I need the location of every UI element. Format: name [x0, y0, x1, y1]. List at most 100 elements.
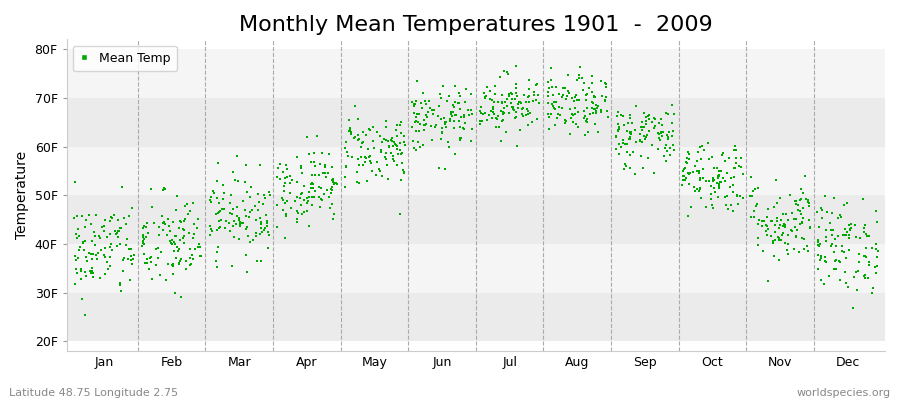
Point [163, 238, 177, 244]
Point [720, 193, 734, 200]
Point [98, 217, 112, 223]
Point [801, 197, 815, 204]
Point [204, 194, 219, 200]
Point [506, 104, 520, 110]
Point [288, 198, 302, 205]
Point [338, 174, 353, 180]
Point [751, 242, 765, 248]
Point [147, 220, 161, 226]
Point [453, 136, 467, 143]
Point [121, 236, 135, 242]
Point [586, 100, 600, 106]
Point [827, 266, 842, 272]
Point [363, 153, 377, 160]
Point [447, 103, 462, 110]
Point [697, 147, 711, 154]
Point [446, 102, 460, 108]
Point [521, 110, 535, 117]
Point [486, 109, 500, 116]
Point [255, 229, 269, 235]
Point [609, 133, 624, 139]
Point [665, 142, 680, 148]
Point [169, 255, 184, 261]
Point [341, 153, 356, 160]
Point [173, 218, 187, 224]
Point [320, 170, 335, 176]
Point [157, 184, 171, 191]
Point [68, 179, 82, 186]
Point [588, 94, 602, 100]
Point [759, 228, 773, 234]
Point [767, 204, 781, 210]
Point [408, 118, 422, 125]
Point [71, 226, 86, 232]
Point [300, 208, 314, 214]
Point [612, 124, 626, 130]
Point [412, 111, 427, 117]
Point [454, 135, 468, 141]
Point [682, 151, 697, 158]
Point [562, 130, 577, 137]
Point [372, 166, 386, 172]
Point [776, 222, 790, 229]
Point [78, 273, 93, 279]
Point [343, 125, 357, 131]
Point [513, 127, 527, 133]
Point [569, 121, 583, 127]
Point [667, 146, 681, 153]
Point [412, 121, 427, 127]
Point [416, 90, 430, 97]
Point [162, 223, 176, 229]
Point [411, 128, 426, 134]
Point [594, 78, 608, 84]
Point [141, 230, 156, 236]
Point [69, 231, 84, 238]
Point [509, 63, 524, 70]
Point [99, 234, 113, 240]
Point [137, 250, 151, 257]
Point [817, 281, 832, 287]
Point [86, 265, 100, 271]
Point [123, 246, 138, 252]
Point [563, 115, 578, 122]
Point [635, 165, 650, 171]
Point [194, 253, 209, 259]
Point [610, 128, 625, 134]
Point [97, 222, 112, 229]
Point [811, 237, 825, 243]
Point [590, 108, 604, 114]
Point [230, 212, 245, 219]
Point [355, 140, 369, 146]
Point [735, 171, 750, 177]
Point [656, 152, 670, 159]
Point [698, 203, 713, 210]
Point [734, 163, 748, 170]
Point [802, 203, 816, 210]
Point [204, 199, 219, 205]
Point [689, 168, 704, 174]
Point [93, 275, 107, 281]
Point [505, 90, 519, 97]
Point [658, 145, 672, 151]
Point [375, 139, 390, 146]
Point [136, 225, 150, 232]
Point [344, 129, 358, 135]
Point [572, 97, 587, 103]
Point [225, 263, 239, 270]
Point [166, 248, 181, 254]
Point [293, 164, 308, 171]
Point [101, 265, 115, 272]
Point [580, 105, 594, 112]
Point [788, 198, 802, 204]
Point [211, 160, 225, 166]
Point [482, 112, 497, 118]
Point [464, 126, 479, 132]
Point [479, 93, 493, 100]
Point [322, 150, 337, 157]
Point [710, 165, 724, 171]
Point [149, 246, 164, 252]
Point [104, 214, 119, 220]
Point [567, 98, 581, 104]
Point [652, 135, 666, 142]
Point [770, 214, 784, 221]
